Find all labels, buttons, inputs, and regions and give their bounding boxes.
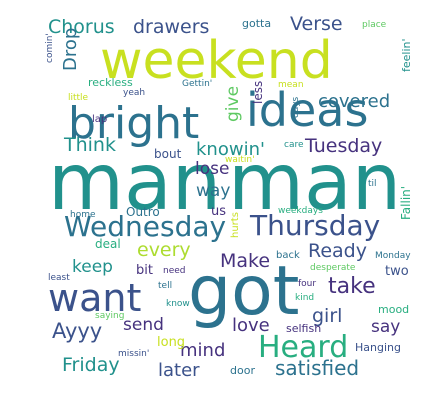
word-feelin-37: feelin' (400, 38, 413, 72)
word-ideas-5: ideas (246, 83, 368, 137)
word-chorus-10: Chorus (48, 16, 115, 38)
word-bit-60: bit (136, 263, 153, 278)
word-us-54: us (211, 204, 226, 219)
word-man-1: man (228, 138, 401, 228)
word-friday-20: Friday (62, 354, 120, 376)
word-two-63: two (385, 264, 409, 279)
word-later-33: later (158, 360, 200, 381)
word-outro-53: Outro (126, 205, 160, 219)
word-bout-49: bout (154, 147, 182, 161)
word-hanging-73: Hanging (355, 341, 401, 354)
word-bright-4: bright (68, 98, 199, 149)
word-thursday-8: Thursday (249, 209, 380, 242)
word-way-23: way (196, 181, 230, 201)
word-satisfied-17: satisfied (275, 356, 359, 380)
word-home-52: home (70, 210, 96, 220)
word-door-75: door (230, 364, 255, 377)
word-care-47: care (284, 140, 304, 150)
word-verse-12: Verse (290, 13, 343, 35)
word-tuesday-14: Tuesday (304, 135, 382, 157)
word-girl-28: girl (312, 305, 342, 327)
word-covered-15: covered (318, 91, 390, 112)
word-make-25: Make (220, 250, 270, 272)
word-desperate-62: desperate (310, 263, 356, 273)
word-weekdays-56: weekdays (278, 206, 323, 216)
word-less-44: less (251, 81, 265, 104)
word-give-21: give (223, 86, 243, 122)
word-hurts-55: hurts (230, 212, 241, 238)
word-ready-26: Ready (308, 240, 367, 262)
word-ayyy-19: Ayyy (52, 319, 102, 343)
word-every-24: every (137, 239, 191, 261)
word-yeah-43: yeah (123, 88, 145, 98)
word-drop-34: Drop (60, 28, 81, 71)
word-send-30: send (123, 315, 164, 335)
word-little-42: little (68, 93, 89, 103)
word-reckless-39: reckless (88, 76, 133, 89)
word-wednesday-7: Wednesday (64, 210, 226, 243)
word-kind-67: kind (295, 293, 314, 303)
word-back-58: back (276, 250, 300, 261)
word-days-45: days (291, 96, 301, 118)
word-want-6: want (48, 276, 141, 320)
word-place-36: place (362, 20, 387, 30)
word-selfish-71: selfish (286, 322, 321, 335)
word-mind-32: mind (180, 340, 225, 361)
word-mood-68: mood (378, 303, 409, 316)
word-four-66: four (298, 279, 316, 289)
word-missin-74: missin' (118, 349, 149, 359)
word-think-13: Think (63, 134, 116, 156)
word-deal-57: deal (95, 237, 121, 251)
word-lap-46: lap (92, 114, 107, 125)
word-waitin-48: waitin' (225, 155, 255, 165)
word-comin-38: comin' (45, 33, 55, 63)
word-long-72: long (157, 335, 185, 350)
word-heard-9: Heard (258, 330, 348, 365)
word-gettin-40: Gettin' (182, 79, 212, 89)
word-keep-27: keep (72, 257, 113, 277)
word-say-29: say (371, 317, 400, 337)
word-saying-69: saying (95, 311, 124, 321)
word-monday-59: Monday (375, 251, 411, 261)
word-love-31: love (232, 315, 270, 336)
word-til-50: til (368, 179, 377, 189)
word-lose-22: lose (195, 159, 229, 179)
word-know-70: know (166, 299, 190, 309)
word-least-64: least (48, 273, 70, 283)
word-need-61: need (163, 266, 186, 276)
word-got-3: got (188, 252, 299, 331)
word-mean-41: mean (278, 80, 304, 90)
word-drawers-11: drawers (133, 16, 209, 38)
word-weekend-2: weekend (100, 31, 333, 91)
word-knowin-16: knowin' (196, 139, 265, 160)
word-fallin-51: Fallin' (399, 186, 413, 220)
word-take-18: take (328, 274, 376, 299)
word-man-0: man (48, 138, 221, 228)
word-gotta-35: gotta (242, 17, 271, 30)
word-tell-65: tell (158, 281, 172, 291)
